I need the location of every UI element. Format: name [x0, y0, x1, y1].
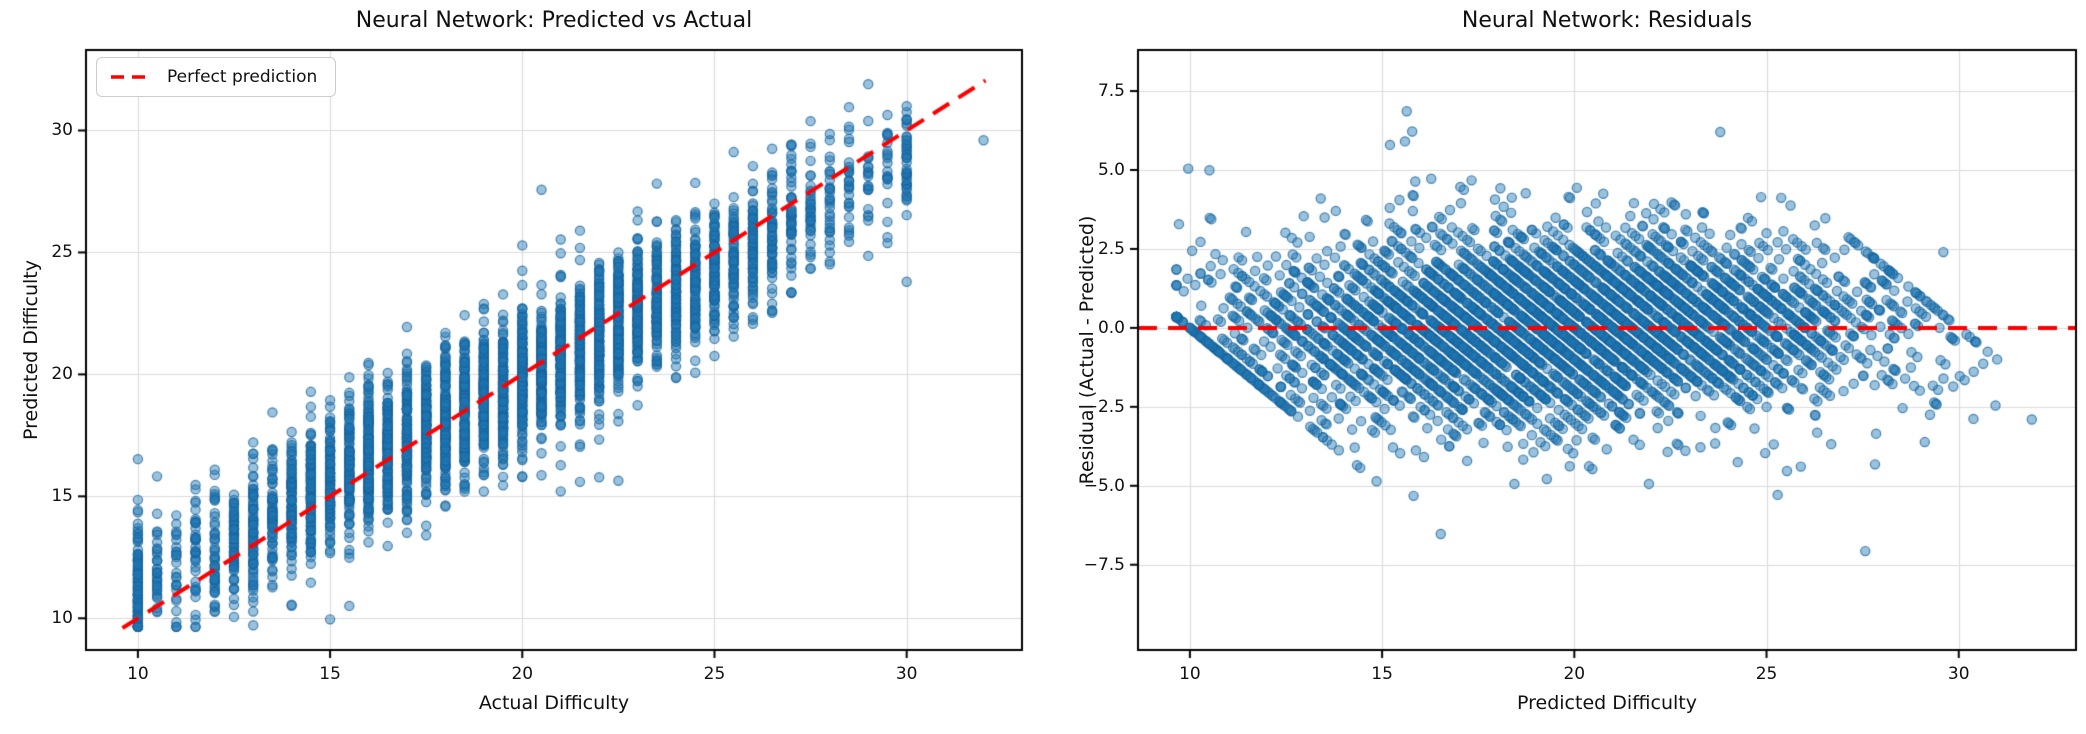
y-tick-label: −2.5 — [1083, 396, 1125, 417]
plot1-yaxis-label: Predicted Difficulty — [20, 260, 42, 440]
x-tick-label: 25 — [703, 664, 726, 684]
legend-dash-icon — [111, 75, 153, 79]
y-tick-label: 15 — [51, 486, 73, 507]
plot1-xaxis-label: Actual Difficulty — [478, 692, 630, 714]
y-tick-label: 20 — [51, 364, 73, 385]
plot1-title: Neural Network: Predicted vs Actual — [355, 8, 753, 33]
y-tick-label: −7.5 — [1083, 554, 1125, 575]
x-tick-label: 25 — [1755, 664, 1778, 684]
y-tick-label: 10 — [51, 608, 73, 629]
x-tick-label: 15 — [319, 664, 341, 684]
x-tick-label: 10 — [1179, 664, 1201, 684]
x-tick-label: 15 — [1371, 664, 1393, 684]
y-tick-label: 5.0 — [1097, 160, 1125, 180]
x-tick-label: 20 — [1563, 664, 1586, 684]
x-tick-label: 20 — [511, 664, 534, 684]
legend-box: Perfect prediction — [96, 57, 337, 97]
plot2-title: Neural Network: Residuals — [1461, 8, 1753, 33]
y-tick-label: 0.0 — [1097, 317, 1125, 338]
y-tick-label: 2.5 — [1097, 238, 1125, 259]
x-tick-label: 10 — [127, 664, 149, 684]
plot2-xaxis-label: Predicted Difficulty — [1517, 692, 1697, 714]
plot2-yaxis-label: Residual (Actual - Predicted) — [1076, 215, 1098, 485]
x-tick-label: 30 — [1947, 664, 1970, 684]
y-tick-label: −5.0 — [1083, 475, 1125, 496]
y-tick-label: 7.5 — [1097, 81, 1125, 102]
legend-label: Perfect prediction — [167, 67, 318, 87]
y-tick-label: 25 — [51, 242, 73, 263]
y-tick-label: 30 — [51, 120, 73, 141]
x-tick-label: 30 — [895, 664, 918, 684]
